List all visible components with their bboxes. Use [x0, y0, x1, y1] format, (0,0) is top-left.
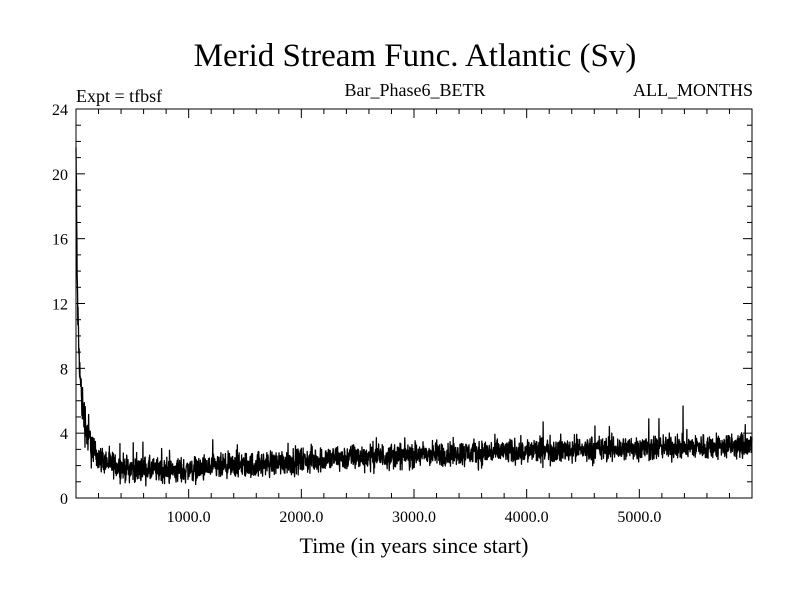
y-tick-label: 4: [60, 426, 68, 443]
x-tick-label: 4000.0: [505, 509, 549, 526]
x-tick-label: 2000.0: [279, 509, 323, 526]
y-tick-label: 8: [60, 361, 68, 378]
x-tick-label: 3000.0: [392, 509, 436, 526]
months-label: ALL_MONTHS: [633, 80, 753, 100]
run-label: Bar_Phase6_BETR: [345, 80, 486, 100]
y-tick-label: 16: [52, 232, 68, 249]
series-line: [75, 147, 753, 487]
experiment-label: Expt = tfbsf: [76, 86, 162, 106]
y-tick-label: 24: [52, 102, 68, 119]
plot-frame: [75, 108, 753, 499]
x-axis-label: Time (in years since start): [300, 533, 529, 558]
series-layer: [75, 147, 753, 487]
ticks-layer: 0 4 8 12 16 20 24 1000.0 2000.0 3000.0 4000.0 5000.…: [52, 102, 753, 526]
chart-title: Merid Stream Func. Atlantic (Sv): [194, 38, 637, 74]
x-tick-label: 5000.0: [617, 509, 661, 526]
y-tick-label: 0: [60, 491, 68, 508]
y-tick-label: 12: [52, 297, 68, 314]
x-tick-label: 1000.0: [167, 509, 211, 526]
y-tick-label: 20: [52, 167, 68, 184]
